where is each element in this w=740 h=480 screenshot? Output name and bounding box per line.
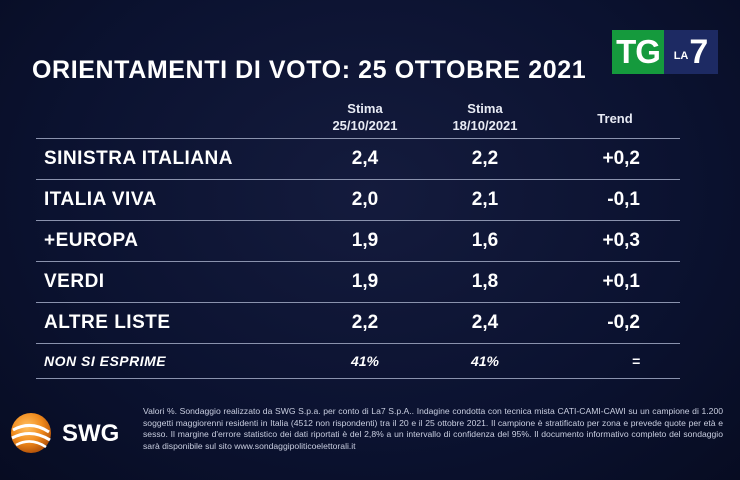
value-current: 2,4 xyxy=(351,148,379,169)
value-trend: +0,2 xyxy=(602,148,640,169)
value-previous: 2,4 xyxy=(471,312,499,333)
party-name: VERDI xyxy=(44,271,105,292)
column-header-current-line2: 25/10/2021 xyxy=(332,118,398,133)
party-name: ALTRE LISTE xyxy=(44,312,171,333)
value-previous: 1,6 xyxy=(471,230,499,251)
column-header-previous: Stima 18/10/2021 xyxy=(430,100,540,134)
value-current: 2,2 xyxy=(351,312,379,333)
poll-title: ORIENTAMENTI DI VOTO: 25 OTTOBRE 2021 xyxy=(32,56,587,84)
table-row: SINISTRA ITALIANA 2,4 2,2 +0,2 xyxy=(36,139,680,179)
value-previous: 2,1 xyxy=(471,189,499,210)
table-row: NON SI ESPRIME 41% 41% = xyxy=(36,344,680,378)
party-name: +EUROPA xyxy=(44,230,139,251)
table-row: VERDI 1,9 1,8 +0,1 xyxy=(36,262,680,302)
table-divider xyxy=(36,138,680,139)
value-trend: +0,1 xyxy=(602,271,640,292)
value-current: 41% xyxy=(350,353,380,369)
table-divider xyxy=(36,220,680,221)
column-header-previous-line2: 18/10/2021 xyxy=(452,118,518,133)
value-current: 2,0 xyxy=(351,189,379,210)
tg-logo: TG xyxy=(612,30,664,74)
swg-globe-icon xyxy=(11,413,51,453)
table-divider xyxy=(36,378,680,379)
table-divider xyxy=(36,343,680,344)
swg-logo-text: SWG xyxy=(62,420,120,447)
party-name: ITALIA VIVA xyxy=(44,189,157,210)
poll-table: SINISTRA ITALIANA 2,4 2,2 +0,2 ITALIA VI… xyxy=(36,138,680,379)
column-header-previous-line1: Stima xyxy=(467,101,503,116)
table-row: ALTRE LISTE 2,2 2,4 -0,2 xyxy=(36,303,680,343)
value-trend: +0,3 xyxy=(602,230,640,251)
column-header-current-line1: Stima xyxy=(347,101,383,116)
table-divider xyxy=(36,302,680,303)
table-row: ITALIA VIVA 2,0 2,1 -0,1 xyxy=(36,180,680,220)
table-divider xyxy=(36,179,680,180)
value-trend: -0,2 xyxy=(607,312,640,333)
column-header-trend: Trend xyxy=(597,111,633,126)
column-header-current: Stima 25/10/2021 xyxy=(310,100,420,134)
value-previous: 1,8 xyxy=(471,271,499,292)
table-row: +EUROPA 1,9 1,6 +0,3 xyxy=(36,221,680,261)
la7-logo: LA 7 xyxy=(664,30,718,74)
tg-logo-text: TG xyxy=(616,33,661,70)
value-previous: 2,2 xyxy=(471,148,499,169)
party-name: SINISTRA ITALIANA xyxy=(44,148,233,169)
la7-logo-la: LA xyxy=(673,50,689,62)
table-divider xyxy=(36,261,680,262)
value-previous: 41% xyxy=(470,353,500,369)
value-current: 1,9 xyxy=(351,230,379,251)
value-trend: = xyxy=(631,353,640,369)
value-current: 1,9 xyxy=(351,271,379,292)
methodology-footnote: Valori %. Sondaggio realizzato da SWG S.… xyxy=(143,406,723,451)
value-trend: -0,1 xyxy=(607,189,640,210)
party-name: NON SI ESPRIME xyxy=(44,353,167,369)
la7-logo-seven: 7 xyxy=(689,33,709,71)
